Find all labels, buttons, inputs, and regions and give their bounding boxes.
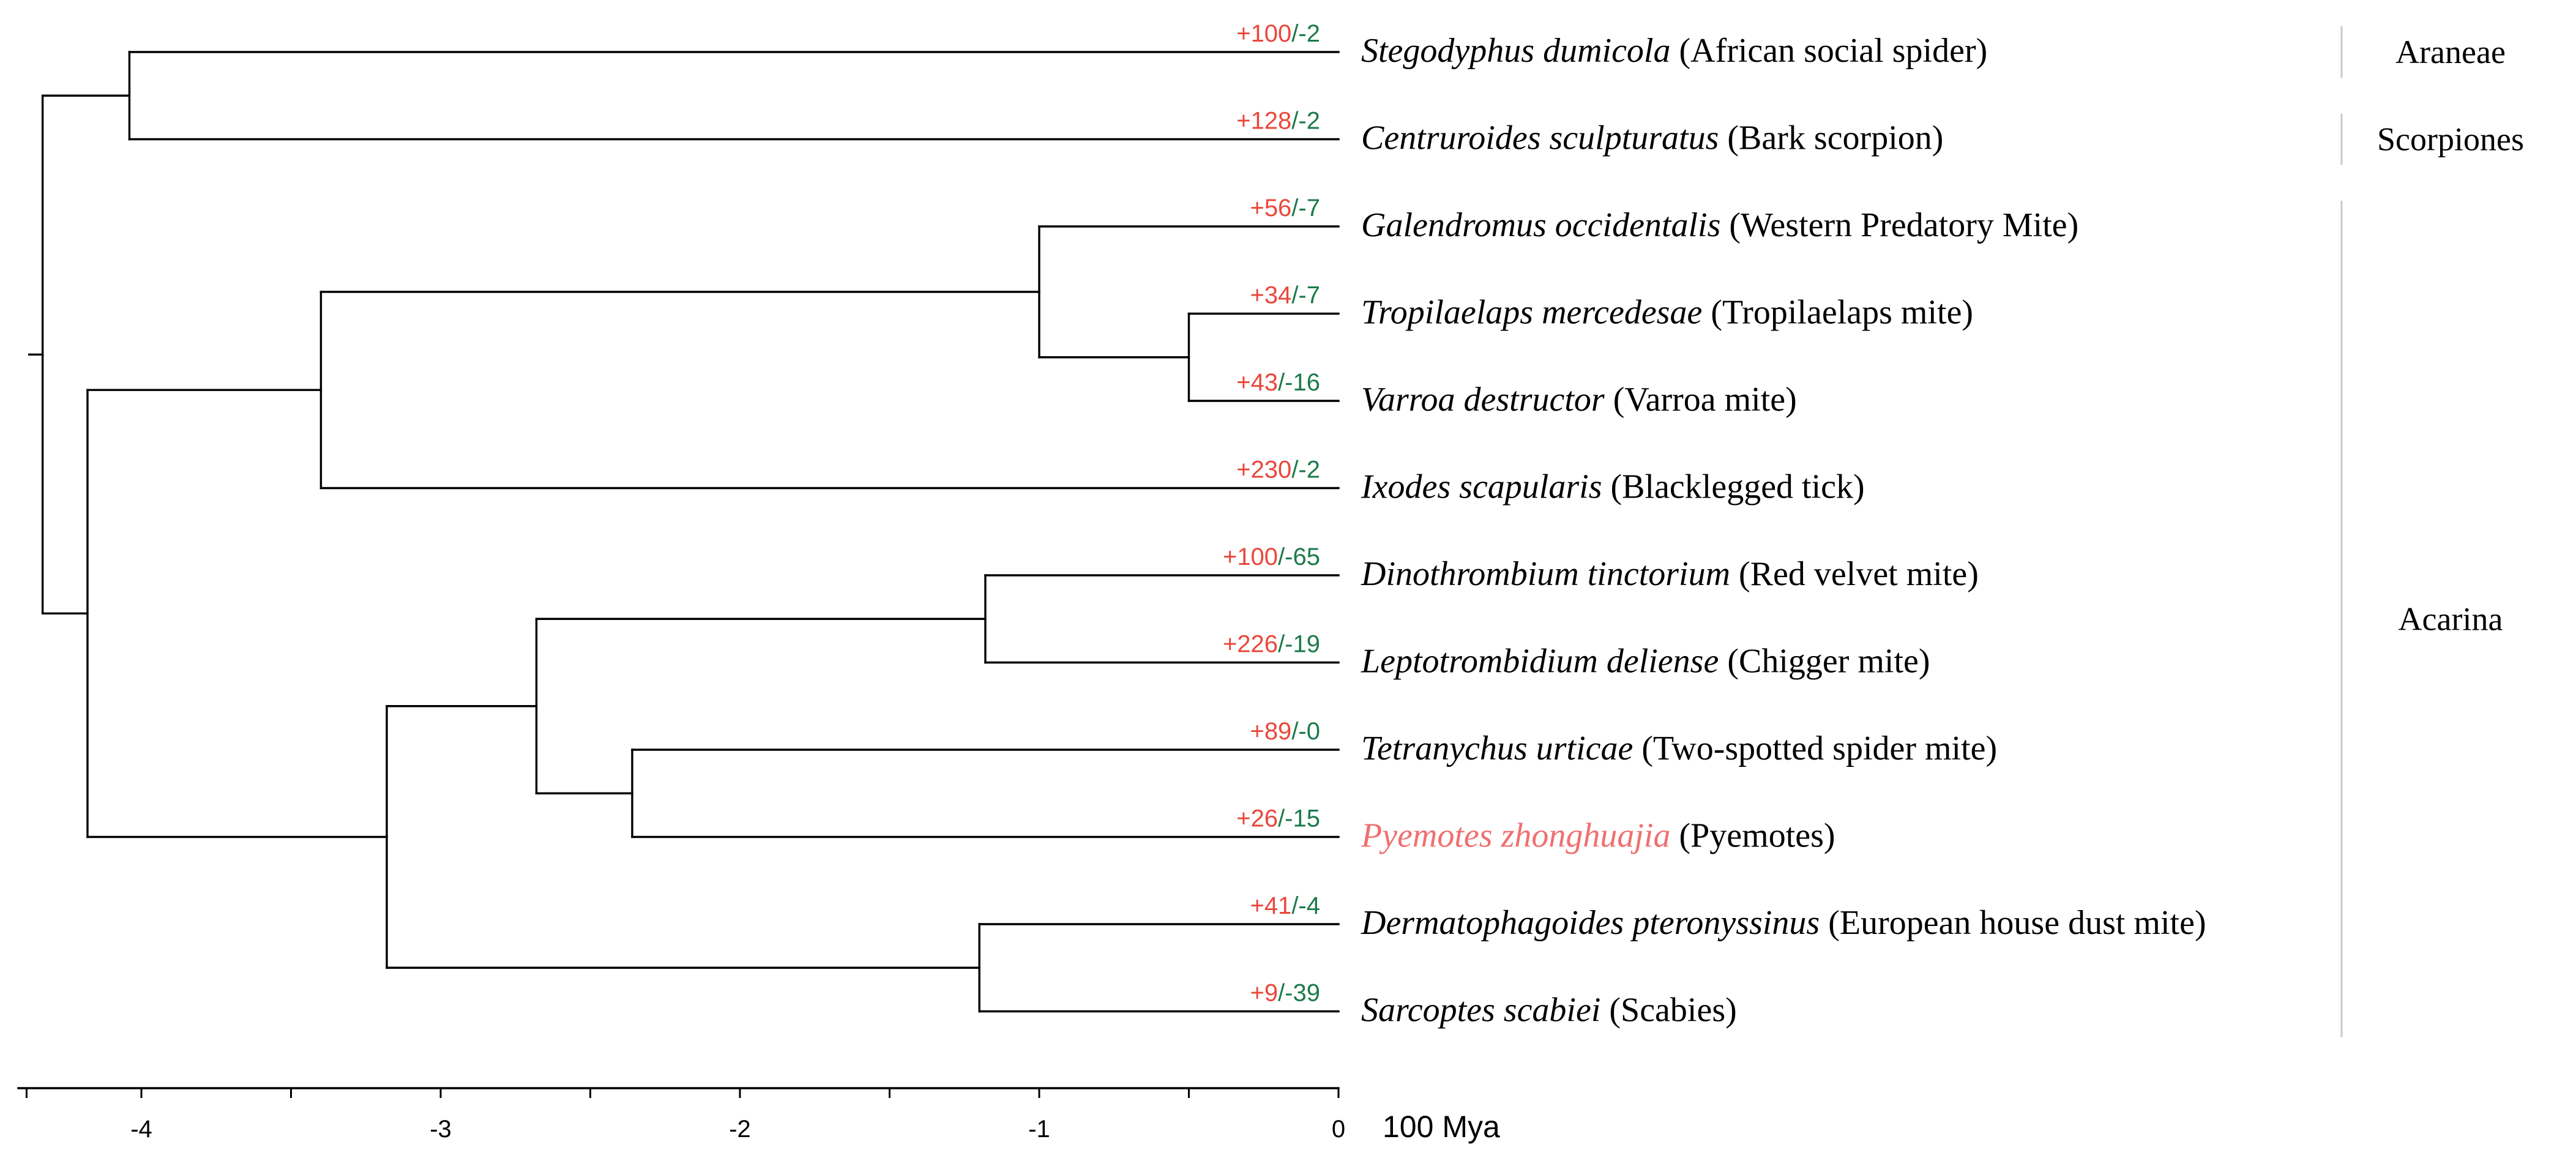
loss-count: /-0 (1291, 718, 1320, 745)
common-name: (Bark scorpion) (1719, 119, 1943, 157)
species-name: Tropilaelaps mercedesae (1361, 294, 1702, 332)
loss-count: /-15 (1278, 805, 1320, 832)
species-label: Dinothrombium tinctorium (Red velvet mit… (1361, 555, 1979, 593)
axis-tick-label: -2 (729, 1116, 751, 1143)
gain-loss-label: +100/-2 (1236, 20, 1320, 47)
axis-tick-label: 0 (1332, 1116, 1345, 1143)
species-label: Varroa destructor (Varroa mite) (1361, 381, 1797, 419)
loss-count: /-4 (1291, 892, 1320, 919)
species-name: Stegodyphus dumicola (1361, 32, 1670, 70)
species-label: Tetranychus urticae (Two-spotted spider … (1361, 730, 1997, 767)
gain-loss-label: +41/-4 (1250, 892, 1320, 919)
common-name: (Blacklegged tick) (1602, 468, 1865, 506)
species-name: Sarcoptes scabiei (1361, 991, 1600, 1029)
gain-count: +56 (1250, 195, 1291, 222)
gain-count: +230 (1236, 457, 1291, 483)
species-name: Tetranychus urticae (1361, 730, 1633, 767)
species-label: Stegodyphus dumicola (African social spi… (1361, 32, 1987, 70)
loss-count: /-2 (1291, 108, 1320, 135)
gain-loss-label: +43/-16 (1236, 369, 1320, 396)
axis-tick-label: -3 (430, 1116, 452, 1143)
species-label: Sarcoptes scabiei (Scabies) (1361, 991, 1737, 1029)
axis-unit-label: 100 Mya (1383, 1110, 1500, 1144)
species-name: Centruroides sculpturatus (1361, 119, 1719, 157)
common-name: (Scabies) (1600, 991, 1736, 1029)
species-name: Leptotrombidium deliense (1361, 643, 1719, 681)
species-label: Leptotrombidium deliense (Chigger mite) (1361, 643, 1930, 681)
species-name: Varroa destructor (1361, 381, 1605, 419)
gain-count: +26 (1236, 805, 1278, 832)
gain-count: +89 (1250, 718, 1291, 745)
species-label: Tropilaelaps mercedesae (Tropilaelaps mi… (1361, 294, 1973, 332)
common-name: (Two-spotted spider mite) (1633, 730, 1997, 767)
gain-count: +226 (1223, 631, 1278, 658)
loss-count: /-7 (1291, 195, 1320, 222)
gain-loss-label: +100/-65 (1223, 543, 1320, 570)
species-name: Galendromus occidentalis (1361, 206, 1720, 244)
species-name: Dermatophagoides pteronyssinus (1361, 904, 1820, 942)
gain-loss-label: +26/-15 (1236, 805, 1320, 832)
gain-count: +43 (1236, 369, 1278, 396)
gain-count: +34 (1250, 282, 1291, 309)
loss-count: /-7 (1291, 282, 1320, 309)
common-name: (European house dust mite) (1820, 904, 2206, 942)
loss-count: /-39 (1278, 980, 1320, 1007)
common-name: (Chigger mite) (1719, 643, 1930, 681)
gain-loss-label: +226/-19 (1223, 631, 1320, 658)
species-name: Pyemotes zhonghuajia (1361, 817, 1670, 855)
species-label: Dermatophagoides pteronyssinus (European… (1361, 904, 2206, 942)
loss-count: /-2 (1291, 20, 1320, 47)
group-label-scorpiones: Scorpiones (2377, 121, 2524, 158)
loss-count: /-65 (1278, 543, 1320, 570)
gain-count: +41 (1250, 892, 1291, 919)
common-name: (Western Predatory Mite) (1720, 206, 2078, 244)
common-name: (Red velvet mite) (1730, 555, 1979, 593)
species-name: Dinothrombium tinctorium (1361, 555, 1730, 593)
common-name: (Tropilaelaps mite) (1702, 294, 1973, 332)
loss-count: /-2 (1291, 457, 1320, 483)
species-label: Pyemotes zhonghuajia (Pyemotes) (1361, 817, 1835, 855)
gain-count: +128 (1236, 108, 1291, 135)
common-name: (Varroa mite) (1605, 381, 1797, 419)
common-name: (African social spider) (1670, 32, 1987, 70)
gain-loss-label: +56/-7 (1250, 195, 1320, 222)
species-label: Ixodes scapularis (Blacklegged tick) (1361, 468, 1865, 506)
axis-tick-label: -4 (130, 1116, 152, 1143)
gain-count: +100 (1223, 543, 1278, 570)
species-label: Centruroides sculpturatus (Bark scorpion… (1361, 119, 1943, 157)
species-label: Galendromus occidentalis (Western Predat… (1361, 206, 2078, 244)
loss-count: /-16 (1278, 369, 1320, 396)
axis-tick-label: -1 (1028, 1116, 1050, 1143)
gain-loss-label: +230/-2 (1236, 457, 1320, 483)
gain-loss-label: +128/-2 (1236, 108, 1320, 135)
group-label-araneae: Araneae (2395, 34, 2506, 70)
gain-loss-label: +34/-7 (1250, 282, 1320, 309)
gain-count: +100 (1236, 20, 1291, 47)
group-label-acarina: Acarina (2399, 600, 2503, 637)
common-name: (Pyemotes) (1670, 817, 1835, 855)
gain-loss-label: +9/-39 (1250, 980, 1320, 1007)
loss-count: /-19 (1278, 631, 1320, 658)
species-name: Ixodes scapularis (1361, 468, 1602, 506)
gain-loss-label: +89/-0 (1250, 718, 1320, 745)
gain-count: +9 (1250, 980, 1278, 1007)
